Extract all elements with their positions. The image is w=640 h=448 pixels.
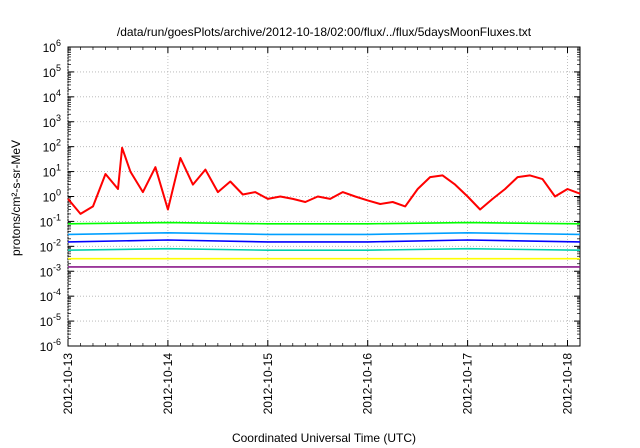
grid <box>67 47 580 346</box>
x-axis-label: Coordinated Universal Time (UTC) <box>232 431 416 445</box>
y-tick-exponent: -3 <box>53 262 61 272</box>
y-tick-exponent: 4 <box>56 88 61 98</box>
y-tick-base: 10 <box>43 141 57 155</box>
y-tick-base: 10 <box>40 340 54 354</box>
y-tick-label: 10-1 <box>40 212 61 229</box>
y-tick-base: 10 <box>43 41 57 55</box>
y-tick-label: 106 <box>43 38 61 55</box>
y-tick-exponent: -5 <box>53 312 61 322</box>
series-group <box>67 146 581 268</box>
series-line <box>67 221 581 225</box>
y-tick-base: 10 <box>43 66 57 80</box>
y-tick-label: 10-5 <box>40 312 61 329</box>
y-axis-label: protons/cm²-s-sr-MeV <box>9 140 23 256</box>
chart-title: /data/run/goesPlots/archive/2012-10-18/0… <box>117 25 532 39</box>
y-tick-label: 100 <box>43 188 61 205</box>
y-tick-base: 10 <box>43 91 57 105</box>
y-tick-exponent: -4 <box>53 287 61 297</box>
y-tick-label: 10-3 <box>40 262 61 279</box>
x-tick-label: 2012-10-15 <box>261 353 275 415</box>
y-tick-base: 10 <box>40 315 54 329</box>
y-tick-base: 10 <box>40 290 54 304</box>
y-tick-base: 10 <box>43 166 57 180</box>
y-tick-label: 104 <box>43 88 61 105</box>
x-tick-label: 2012-10-17 <box>461 353 475 415</box>
y-tick-base: 10 <box>40 240 54 254</box>
y-tick-label: 10-4 <box>40 287 61 304</box>
x-tick-label: 2012-10-16 <box>361 353 375 415</box>
series-line <box>67 239 581 243</box>
y-tick-label: 103 <box>43 113 61 130</box>
y-tick-label: 10-2 <box>40 237 61 254</box>
x-tick-label: 2012-10-13 <box>61 353 75 415</box>
y-tick-labels: 10-610-510-410-310-210-11001011021031041… <box>40 38 61 354</box>
y-tick-exponent: -2 <box>53 237 61 247</box>
y-tick-base: 10 <box>40 215 54 229</box>
y-tick-exponent: 1 <box>56 163 61 173</box>
series-line <box>67 232 581 236</box>
y-tick-exponent: 5 <box>56 63 61 73</box>
x-tick-label: 2012-10-14 <box>161 353 175 415</box>
y-tick-label: 10-6 <box>40 337 61 354</box>
y-tick-base: 10 <box>40 265 54 279</box>
y-tick-label: 101 <box>43 163 61 180</box>
y-tick-exponent: 6 <box>56 38 61 48</box>
y-tick-exponent: 2 <box>56 138 61 148</box>
y-tick-exponent: 0 <box>56 188 61 198</box>
series-line <box>67 146 581 215</box>
x-tick-label: 2012-10-18 <box>561 353 575 415</box>
y-tick-label: 105 <box>43 63 61 80</box>
y-tick-label: 102 <box>43 138 61 155</box>
y-tick-exponent: -6 <box>53 337 61 347</box>
y-tick-exponent: -1 <box>53 212 61 222</box>
y-tick-base: 10 <box>43 191 57 205</box>
x-tick-labels: 2012-10-13 2012-10-14 2012-10-15 2012-10-16… <box>61 353 575 415</box>
y-tick-exponent: 3 <box>56 113 61 123</box>
y-tick-base: 10 <box>43 116 57 130</box>
axis-ticks <box>67 46 581 347</box>
series-line <box>67 247 581 251</box>
